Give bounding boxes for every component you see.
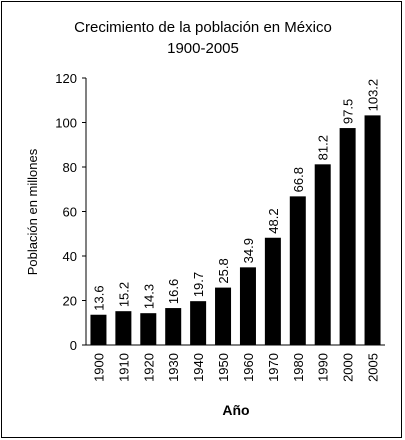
y-tick-label: 60 — [63, 205, 77, 220]
bar — [190, 301, 207, 345]
x-tick-label: 1930 — [166, 353, 181, 382]
y-tick-label: 80 — [63, 160, 77, 175]
bar-value-label: 15.2 — [116, 282, 131, 307]
value-labels: 13.6 15.2 14.3 16.6 19.7 25.8 34.9 48.2 66.8 81.2… — [91, 79, 380, 311]
bar-value-label: 13.6 — [91, 285, 106, 310]
bar-value-label: 16.6 — [166, 279, 181, 304]
bar — [115, 311, 132, 345]
bar-value-label: 14.3 — [141, 284, 156, 309]
x-tick-label: 1970 — [266, 353, 281, 382]
bar — [314, 164, 331, 345]
x-tick-label: 1990 — [316, 353, 331, 382]
bar-value-label: 66.8 — [291, 167, 306, 192]
bar — [215, 287, 232, 345]
bar-value-label: 48.2 — [266, 208, 281, 233]
bar-value-label: 19.7 — [191, 272, 206, 297]
bars — [90, 115, 381, 345]
bar — [90, 314, 107, 345]
bar-value-label: 25.8 — [216, 258, 231, 283]
bar-value-label: 81.2 — [316, 135, 331, 160]
x-tick-label: 1920 — [141, 353, 156, 382]
y-tick-label: 40 — [63, 249, 77, 264]
x-tick-label: 1960 — [241, 353, 256, 382]
bar — [264, 237, 281, 345]
x-tick-label: 1950 — [216, 353, 231, 382]
x-tick-label: 2005 — [366, 353, 381, 382]
y-axis-ticks: 0 20 40 60 80 100 120 — [55, 71, 86, 353]
x-axis-ticks: 1900 1910 1920 1930 1940 1950 1960 1970 1980 1990… — [91, 353, 380, 382]
bar-value-label: 103.2 — [366, 79, 381, 112]
x-tick-label: 1980 — [291, 353, 306, 382]
y-tick-label: 20 — [63, 294, 77, 309]
bar — [339, 128, 356, 345]
x-tick-label: 2000 — [341, 353, 356, 382]
y-tick-label: 100 — [55, 116, 77, 131]
bar-value-label: 34.9 — [241, 238, 256, 263]
x-tick-label: 1940 — [191, 353, 206, 382]
bar — [140, 313, 157, 345]
y-axis-label: Población en millones — [25, 148, 40, 275]
bar-value-label: 97.5 — [341, 99, 356, 124]
bar — [364, 115, 381, 345]
bar — [239, 267, 256, 345]
y-tick-label: 0 — [70, 338, 77, 353]
x-tick-label: 1910 — [116, 353, 131, 382]
x-axis-label: Año — [222, 402, 249, 418]
x-tick-label: 1900 — [91, 353, 106, 382]
bar — [289, 196, 306, 345]
bar — [165, 308, 182, 345]
y-tick-label: 120 — [55, 71, 77, 86]
chart-title: Crecimiento de la población en México — [74, 19, 332, 36]
chart-subtitle: 1900-2005 — [167, 40, 239, 57]
